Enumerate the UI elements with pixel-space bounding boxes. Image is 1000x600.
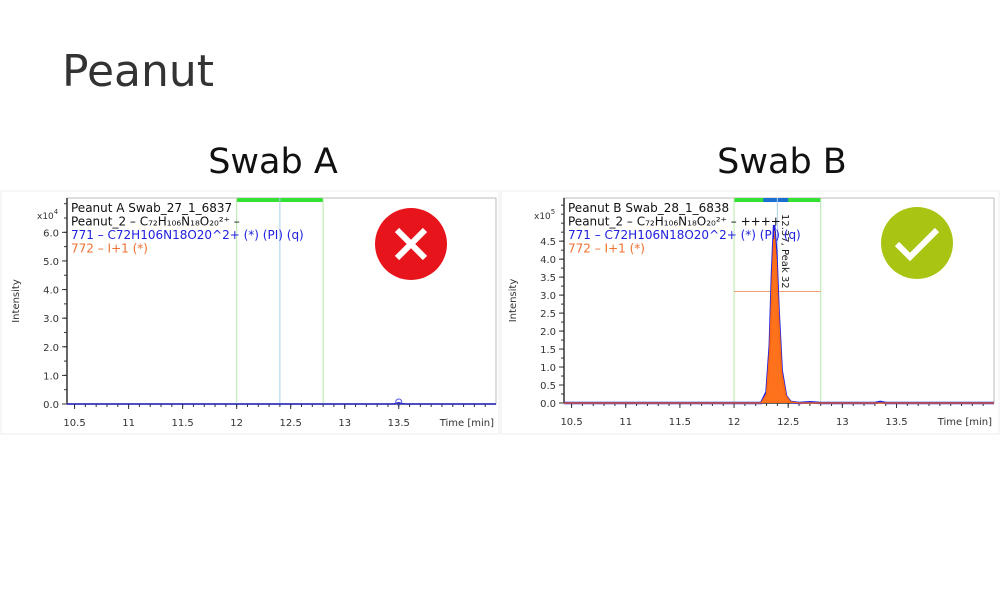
x-tick-label: 12: [230, 418, 243, 429]
peak-label: 12.37, Peak 32: [779, 214, 790, 289]
x-tick-label: 11.5: [669, 417, 691, 428]
legend-entry: 771 – C72H106N18O20^2+ (*) (PI) (q): [568, 228, 801, 242]
check-mark: [894, 227, 940, 262]
x-tick-label: 12: [728, 417, 741, 428]
x-tick-label: 10.5: [63, 418, 85, 429]
check-mark-icon: [881, 207, 953, 279]
page-title: Peanut: [62, 46, 215, 97]
chart-b-subtitle: Swab B: [717, 142, 847, 182]
y-tick-label: 3.0: [43, 314, 59, 325]
y-tick-label: 1.0: [540, 363, 556, 374]
x-tick-label: 13: [338, 418, 351, 429]
legend-entry: Peanut_2 – C₇₂H₁₀₆N₁₈O₂₀²⁺ –: [71, 215, 240, 229]
chart-a-subtitle: Swab A: [208, 142, 338, 182]
y-tick-label: 4.0: [43, 286, 59, 297]
data-point-marker: [395, 398, 403, 406]
y-axis-label: Intensity: [11, 279, 22, 323]
y-tick-label: 3.5: [540, 273, 556, 284]
x-tick-label: 11.5: [171, 418, 193, 429]
y-tick-label: 2.0: [43, 343, 59, 354]
y-tick-label: 2.0: [540, 327, 556, 338]
y-tick-label: 1.0: [43, 371, 59, 382]
y-tick-label: 0.0: [43, 400, 59, 411]
y-axis-label: Intensity: [508, 279, 519, 323]
x-tick-label: 11: [122, 418, 135, 429]
x-axis-label: Time [min]: [937, 417, 992, 428]
series-area: [564, 230, 994, 403]
legend-entry: 772 – I+1 (*): [71, 242, 148, 256]
legend-entry: Peanut B Swab_28_1_6838: [568, 201, 729, 215]
legend-entry: 772 – I+1 (*): [568, 242, 645, 256]
y-tick-label: 5.0: [43, 257, 59, 268]
x-tick-label: 13.5: [388, 418, 410, 429]
y-tick-label: 2.5: [540, 309, 556, 320]
x-tick-label: 10.5: [560, 417, 582, 428]
series-line: [67, 401, 496, 405]
y-multiplier: x105: [534, 208, 555, 222]
legend-entry: Peanut_2 – C₇₂H₁₀₆N₁₈O₂₀²⁺ – ++++: [568, 215, 781, 229]
y-tick-label: 6.0: [43, 228, 59, 239]
x-axis-label: Time [min]: [439, 418, 494, 429]
y-exponent: 5: [551, 208, 555, 216]
y-tick-label: 1.5: [540, 345, 556, 356]
peak-bar: [763, 198, 789, 202]
series-line: [564, 230, 994, 404]
x-tick-label: 11: [619, 417, 632, 428]
x-mark: [394, 227, 428, 261]
x-tick-label: 12.5: [280, 418, 302, 429]
legend-entry: 771 – C72H106N18O20^2+ (*) (PI) (q): [71, 228, 304, 242]
y-tick-label: 3.0: [540, 291, 556, 302]
legend-entry: Peanut A Swab_27_1_6837: [71, 201, 232, 215]
y-tick-label: 4.0: [540, 255, 556, 266]
x-tick-label: 13.5: [885, 417, 907, 428]
x-mark-icon: [375, 208, 447, 280]
chart-b: 10.5 11 11.5 12 12.5 13 13.5 0.0 0.5 1.0 1.5 2.0 2.5…: [500, 190, 1000, 435]
status-circle: [881, 207, 953, 279]
y-tick-label: 4.5: [540, 237, 556, 248]
x-tick-label: 13: [836, 417, 849, 428]
y-exponent: 4: [54, 208, 59, 216]
y-multiplier: x104: [37, 208, 59, 222]
y-tick-label: 0.5: [540, 381, 556, 392]
chart-a: 10.5 11 11.5 12 12.5 13 13.5 0.0 1.0 2.0 3.0 4.0 5.0…: [0, 190, 500, 435]
x-tick-label: 12.5: [777, 417, 799, 428]
y-tick-label: 0.0: [540, 399, 556, 410]
